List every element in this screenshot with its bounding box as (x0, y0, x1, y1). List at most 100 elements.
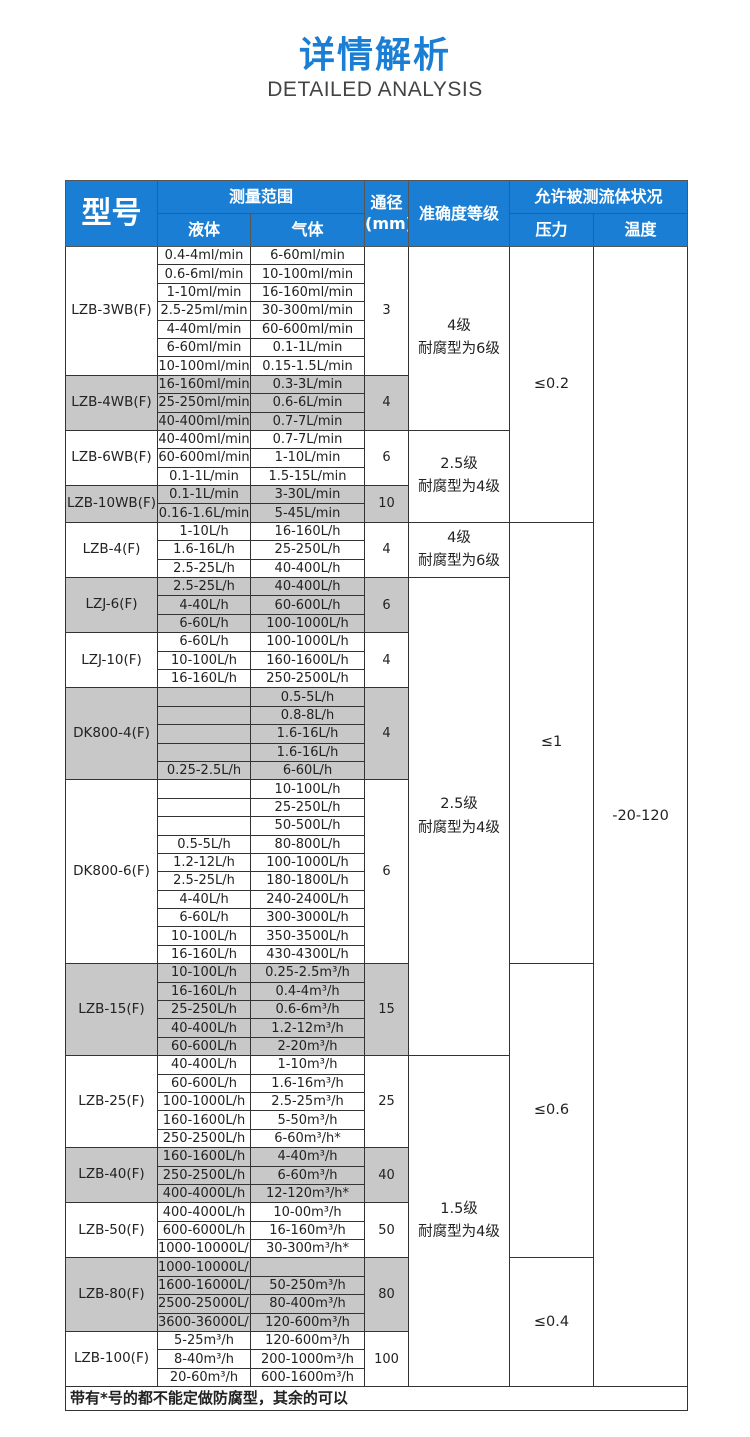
liquid-range-cell: 2.5-25L/h (157, 871, 251, 891)
gas-range-cell: 10-100L/h (249, 779, 366, 799)
liquid-range-cell: 60-600L/h (157, 1073, 251, 1093)
page-subtitle: DETAILED ANALYSIS (267, 78, 483, 101)
table-row: 6-60ml/min 0.1-1L/min (66, 337, 688, 358)
model-cell: LZB-100(F) (65, 1331, 158, 1388)
gas-range-cell: 80-800L/h (249, 834, 366, 854)
gas-range-cell: 30-300ml/min (249, 301, 366, 321)
gas-range-cell: 40-400L/h (249, 577, 366, 597)
liquid-range-cell: 2.5-25L/h (157, 577, 251, 597)
table-row: LZB-40(F) 160-1600L/h 4-40m³/h 40 (65, 1147, 688, 1204)
diameter-cell: 100 (364, 1331, 410, 1388)
gas-range-cell: 0.25-2.5m³/h (249, 963, 366, 983)
gas-range-cell: 6-60m³/h (249, 1165, 366, 1185)
header-model: 型号 (65, 180, 158, 247)
gas-range-cell: 1.5-15L/min (249, 466, 366, 487)
model-cell: LZB-50(F) (65, 1202, 158, 1259)
gas-range-cell: 6-60L/h (249, 760, 366, 781)
header-conditions: 允许被测流体状况 (509, 180, 689, 214)
liquid-range-cell: 2.5-25L/h (157, 558, 251, 579)
header-accuracy: 准确度等级 (408, 180, 511, 247)
liquid-range-cell: 1-10ml/min (157, 282, 251, 303)
accuracy-cell: 2.5级 耐腐型为4级 (408, 429, 511, 523)
gas-range-cell: 3-30L/min (249, 485, 366, 505)
pressure-cell: ≤0.2 (509, 246, 595, 523)
liquid-range-cell: 1000-10000L/h (157, 1257, 251, 1277)
liquid-range-cell: 40-400L/h (157, 1018, 251, 1038)
liquid-range-cell (157, 797, 251, 818)
gas-range-cell: 40-400L/h (249, 558, 366, 579)
gas-range-cell: 5-50m³/h (249, 1110, 366, 1130)
diameter-cell: 6 (364, 429, 410, 487)
liquid-range-cell: 40-400ml/min (157, 429, 251, 450)
table-row: 250-2500L/h 6-60m³/h* (66, 1128, 688, 1149)
gas-range-cell: 30-300m³/h* (249, 1239, 366, 1259)
gas-range-cell: 25-250L/h (249, 540, 366, 560)
diameter-cell: 40 (364, 1147, 410, 1204)
table-row: 2.5-25ml/min 30-300ml/min (66, 301, 688, 321)
gas-range-cell: 1-10L/min (249, 448, 366, 468)
table-row: LZB-4(F) 1-10L/h 16-160L/h 4 4级 耐腐型为6级 ≤1 (65, 521, 688, 965)
liquid-range-cell: 250-2500L/h (157, 1165, 251, 1185)
table-row: 50-500L/h (66, 816, 688, 836)
table-row: 160-1600L/h 5-50m³/h (66, 1110, 688, 1130)
diameter-cell: 4 (364, 632, 410, 689)
gas-range-cell: 100-1000L/h (249, 613, 366, 634)
gas-range-cell: 200-1000m³/h (249, 1349, 366, 1369)
liquid-range-cell: 6-60L/h (157, 613, 251, 634)
gas-range-cell: 6-60m³/h* (249, 1128, 366, 1149)
gas-range-cell: 16-160m³/h (249, 1220, 366, 1241)
liquid-range-cell (157, 742, 251, 762)
diameter-cell: 4 (364, 687, 410, 781)
liquid-range-cell: 160-1600L/h (157, 1110, 251, 1130)
liquid-range-cell: 1600-16000L/h (157, 1275, 251, 1296)
liquid-range-cell: 400-4000L/h (157, 1202, 251, 1222)
gas-range-cell: 1.6-16m³/h (249, 1073, 366, 1093)
gas-range-cell: 0.4-4m³/h (249, 981, 366, 1002)
liquid-range-cell: 6-60L/h (157, 908, 251, 928)
liquid-range-cell: 4-40ml/min (157, 319, 251, 339)
diameter-cell: 6 (364, 779, 410, 965)
gas-range-cell: 60-600L/h (249, 595, 366, 615)
diameter-cell: 80 (364, 1257, 410, 1333)
gas-range-cell: 60-600ml/min (249, 319, 366, 339)
table-row: 10-100ml/min 0.15-1.5L/min (66, 356, 688, 376)
table-row: LZJ-6(F) 2.5-25L/h 40-400L/h 6 2.5级 耐腐型为4级 (65, 577, 688, 1057)
gas-range-cell: 0.8-8L/h (249, 705, 366, 726)
gas-range-cell: 350-3500L/h (249, 926, 366, 946)
table-row: 25-250L/h (66, 797, 688, 818)
table-row: 25-250ml/min 0.6-6L/min (66, 393, 688, 413)
liquid-range-cell: 10-100L/h (157, 650, 251, 670)
accuracy-corrosion-grade: 耐腐型为4级 (418, 819, 500, 836)
gas-range-cell: 1.6-16L/h (249, 724, 366, 744)
liquid-range-cell: 2500-25000L/h (157, 1294, 251, 1314)
gas-range-cell: 0.6-6L/min (249, 393, 366, 413)
gas-range-cell: 2-20m³/h (249, 1036, 366, 1057)
table-row: 0.5-5L/h 80-800L/h (66, 834, 688, 854)
accuracy-grade: 4级 (447, 318, 471, 335)
liquid-range-cell: 25-250L/h (157, 1000, 251, 1020)
accuracy-corrosion-grade: 耐腐型为4级 (418, 479, 500, 496)
gas-range-cell: 100-1000L/h (249, 632, 366, 652)
table-row: 6-60L/h 100-1000L/h (66, 613, 688, 634)
table-row: 20-60m³/h 600-1600m³/h (66, 1367, 688, 1388)
table-row: DK800-6(F) 10-100L/h 6 (65, 779, 688, 965)
diameter-cell: 6 (364, 577, 410, 634)
temperature-cell: -20-120 (593, 245, 689, 1388)
accuracy-cell: 4级耐腐型为6级 (408, 246, 511, 431)
header-temperature: 温度 (593, 213, 689, 247)
table-row: LZB-3WB(F) 0.4-4ml/min 6-60ml/min 3 4级 耐腐型为6级… (65, 245, 689, 1388)
gas-range-cell: 10-00m³/h (249, 1202, 366, 1222)
liquid-range-cell: 0.16-1.6L/min (157, 503, 251, 523)
table-row: 60-600L/h 2-20m³/h (66, 1036, 688, 1057)
table-row: LZB-4WB(F) 16-160ml/min 0.3-3L/min 4 (65, 374, 688, 431)
gas-range-cell: 0.15-1.5L/min (249, 356, 366, 376)
table-row: 40-400L/h 1.2-12m³/h (66, 1018, 688, 1038)
diameter-cell: 4 (364, 374, 410, 431)
accuracy-corrosion-grade: 耐腐型为6级 (418, 341, 500, 358)
liquid-range-cell (157, 724, 251, 744)
pressure-cell: ≤1 (509, 521, 595, 965)
pressure-cell: ≤0.6 (509, 963, 595, 1259)
gas-range-cell: 5-45L/min (249, 503, 366, 523)
gas-range-cell: 300-3000L/h (249, 908, 366, 928)
table-row: 8-40m³/h 200-1000m³/h (66, 1349, 688, 1369)
